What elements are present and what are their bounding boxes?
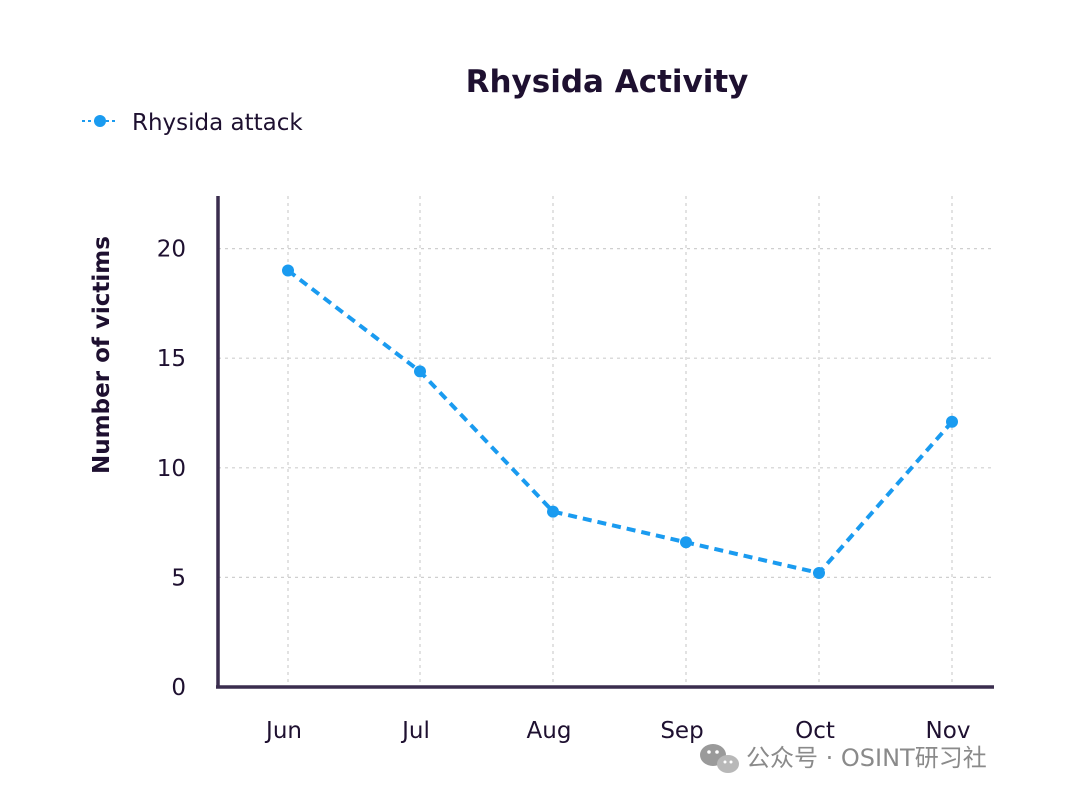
wechat-icon [700,744,739,773]
data-point-oct [813,567,825,579]
data-point-jun [282,264,294,277]
x-tick-label-aug: Aug [527,718,572,744]
x-tick-label-oct: Oct [795,718,835,744]
chart-title: Rhysida Activity [466,64,749,100]
y-tick-label-5: 5 [171,565,186,591]
legend-marker [94,115,106,127]
watermark-text: 公众号 · OSINT研习社 [746,744,987,772]
series-line [286,268,954,576]
data-point-aug [547,505,559,518]
y-axis-label: Number of victims [89,236,115,474]
legend: Rhysida attack [82,110,303,136]
x-tick-label-nov: Nov [926,718,971,744]
x-tick-label-sep: Sep [660,718,703,744]
y-tick-label-15: 15 [157,346,186,372]
data-point-jul [414,365,426,378]
watermark: 公众号 · OSINT研习社 [700,744,987,773]
data-point-nov [946,415,958,428]
grid [218,196,994,687]
y-tick-labels: 0 5 10 15 20 [157,237,186,701]
x-tick-label-jun: Jun [264,718,302,744]
x-tick-labels: Jun Jul Aug Sep Oct Nov [264,718,970,744]
y-tick-label-0: 0 [171,675,186,701]
y-tick-label-10: 10 [157,456,186,482]
x-tick-label-jul: Jul [400,718,430,744]
y-tick-label-20: 20 [157,237,186,263]
series-rhysida-attack [282,264,958,579]
data-point-sep [680,536,692,549]
legend-label: Rhysida attack [132,110,303,136]
